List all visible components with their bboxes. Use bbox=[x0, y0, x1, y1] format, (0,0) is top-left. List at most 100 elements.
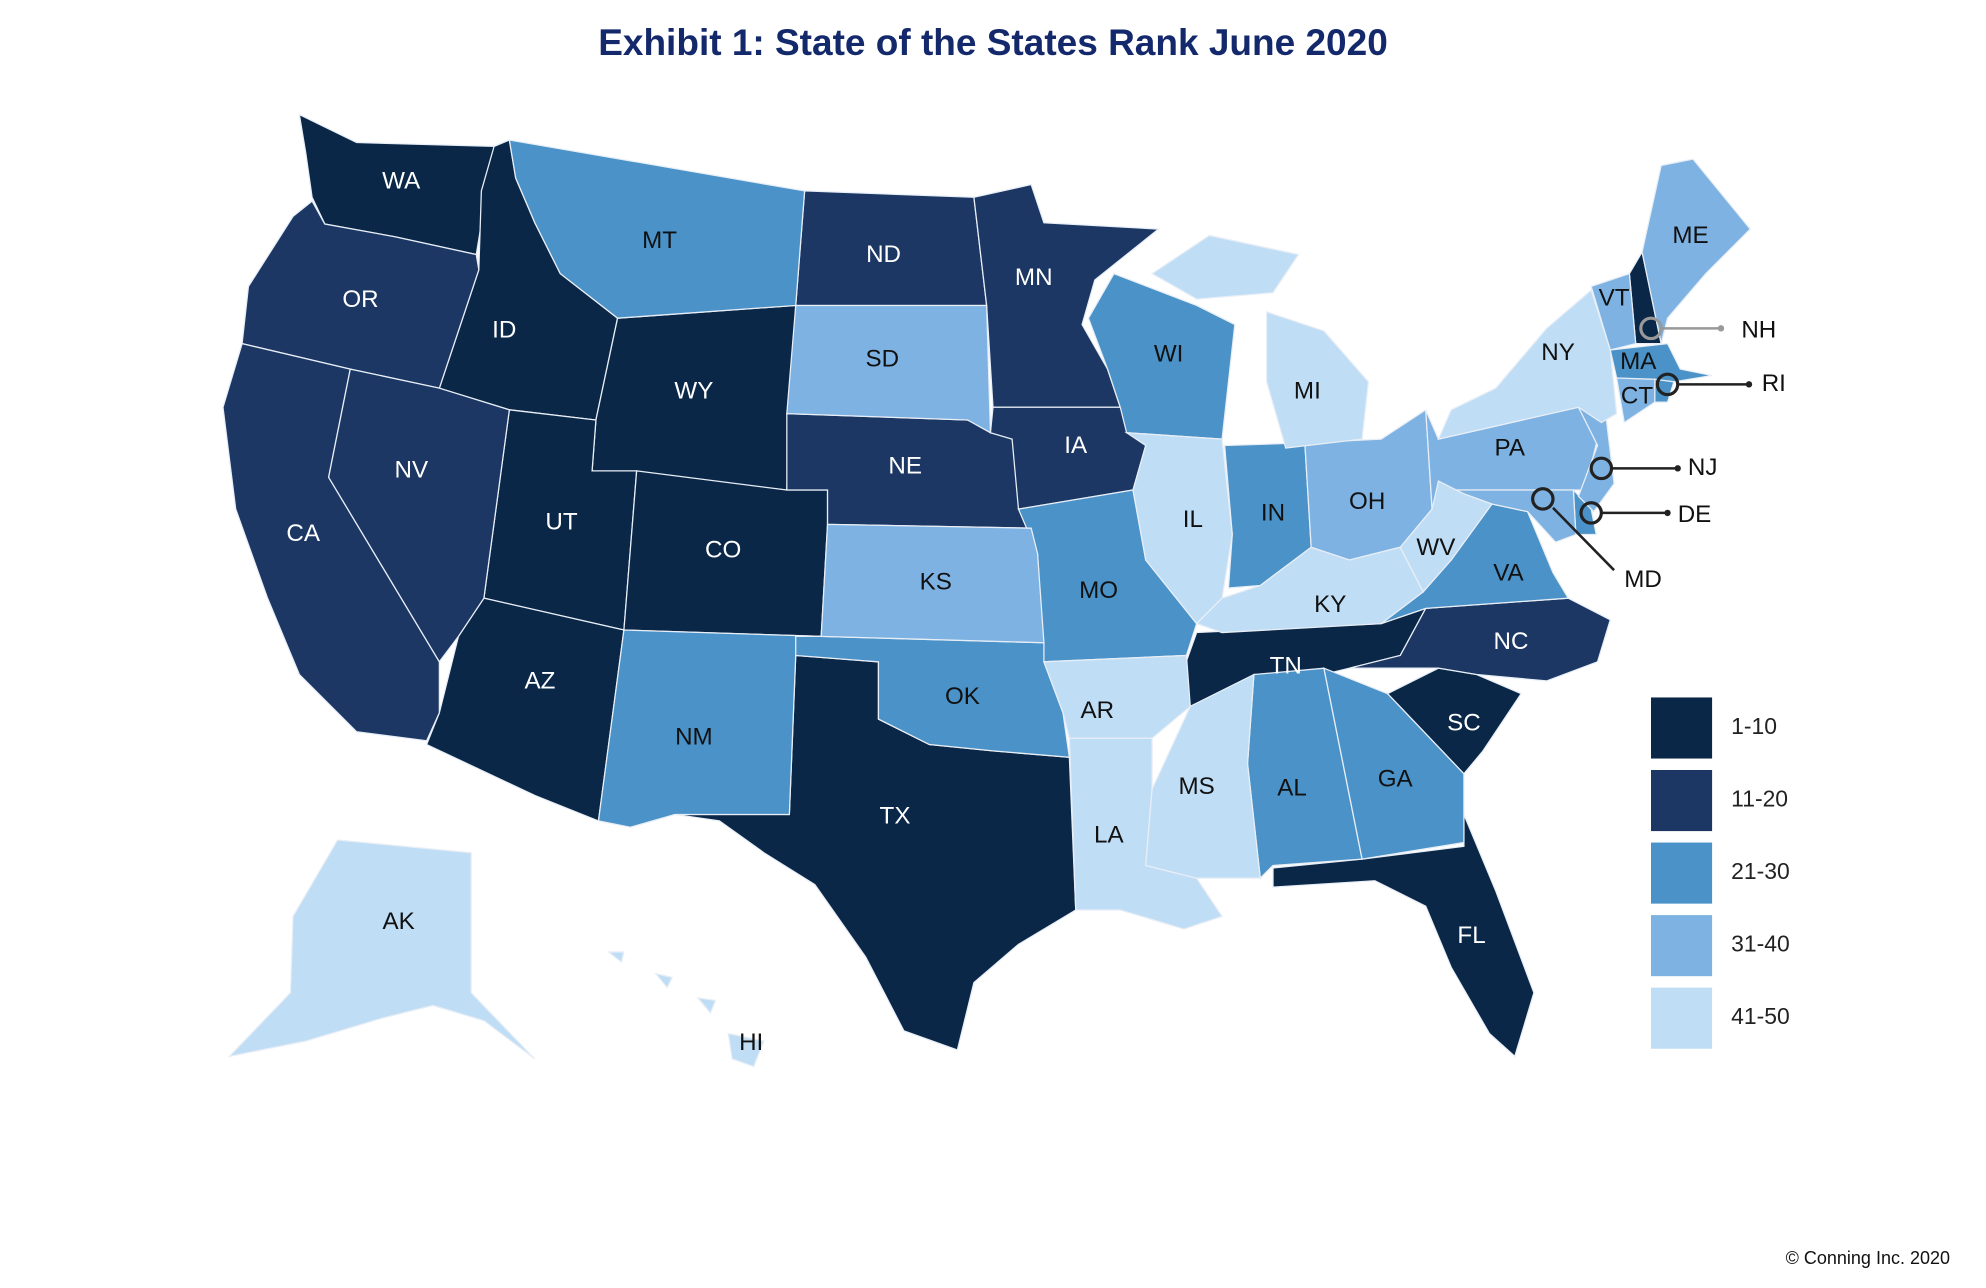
state-label: OK bbox=[945, 683, 980, 710]
callout-ri: RI bbox=[1655, 370, 1786, 397]
state-nc bbox=[1349, 597, 1612, 682]
state-label: CT bbox=[1621, 382, 1653, 409]
state-mt bbox=[508, 139, 806, 319]
state-label: NE bbox=[888, 452, 922, 479]
state-wv bbox=[1399, 480, 1493, 593]
state-ga bbox=[1323, 667, 1465, 860]
state-ak bbox=[227, 839, 536, 1060]
callout-circle bbox=[1579, 501, 1603, 525]
callout-md: MD bbox=[1531, 487, 1662, 593]
callout-nh: NH bbox=[1639, 316, 1776, 343]
callout-circle bbox=[1639, 316, 1663, 341]
state-label: AK bbox=[383, 908, 415, 935]
state-label: NY bbox=[1541, 339, 1575, 366]
state-label: CA bbox=[286, 520, 320, 547]
legend-swatch bbox=[1651, 915, 1713, 977]
state-nv bbox=[327, 368, 511, 663]
state-wi bbox=[1087, 272, 1236, 440]
state-la bbox=[1068, 737, 1224, 930]
state-me bbox=[1641, 158, 1752, 344]
state-ks bbox=[820, 523, 1045, 644]
callout-circle bbox=[1589, 456, 1614, 481]
state-label: MI bbox=[1294, 377, 1321, 404]
state-fl bbox=[1272, 814, 1535, 1058]
state-sd bbox=[786, 304, 992, 434]
callout-nj: NJ bbox=[1589, 454, 1718, 481]
state-label: IA bbox=[1064, 432, 1088, 459]
callout-label: RI bbox=[1762, 370, 1786, 397]
legend-item: 11-20 bbox=[1651, 770, 1788, 832]
callout-label: DE bbox=[1678, 501, 1712, 528]
state-label: FL bbox=[1457, 922, 1485, 949]
copyright: © Conning Inc. 2020 bbox=[1785, 1248, 1950, 1268]
state-label: WV bbox=[1416, 534, 1456, 561]
state-label: CO bbox=[705, 536, 741, 563]
callout-dot bbox=[1674, 465, 1681, 472]
state-label: AR bbox=[1081, 697, 1115, 724]
state-label: MA bbox=[1620, 348, 1657, 375]
state-label: MN bbox=[1015, 264, 1053, 291]
state-label: ID bbox=[492, 316, 516, 343]
legend-swatch bbox=[1651, 842, 1713, 904]
state-label: MS bbox=[1179, 773, 1215, 800]
state-label: KY bbox=[1314, 591, 1346, 618]
state-label: ND bbox=[866, 241, 901, 268]
callout-de: DE bbox=[1579, 501, 1712, 528]
state-label: NV bbox=[395, 456, 429, 483]
state-ky bbox=[1195, 546, 1424, 634]
legend-item: 31-40 bbox=[1651, 915, 1790, 977]
state-hi bbox=[606, 951, 765, 1068]
state-label: OR bbox=[342, 286, 378, 313]
legend-swatch bbox=[1651, 770, 1713, 832]
state-label: SC bbox=[1447, 710, 1481, 737]
state-label: GA bbox=[1378, 766, 1414, 793]
legend-item: 1-10 bbox=[1651, 697, 1777, 759]
legend-label: 31-40 bbox=[1731, 931, 1790, 957]
state-label: WY bbox=[674, 377, 713, 404]
state-label: ME bbox=[1672, 222, 1708, 249]
state-label: NC bbox=[1494, 628, 1529, 655]
legend-label: 11-20 bbox=[1731, 786, 1788, 812]
legend-label: 1-10 bbox=[1731, 713, 1777, 739]
state-label: WA bbox=[382, 167, 421, 194]
state-label: MO bbox=[1079, 577, 1118, 604]
state-label: IN bbox=[1261, 500, 1285, 527]
callout-circle bbox=[1531, 487, 1555, 511]
state-label: TX bbox=[880, 802, 911, 829]
legend-label: 21-30 bbox=[1731, 858, 1790, 884]
state-label: AL bbox=[1277, 774, 1307, 801]
state-ar bbox=[1043, 654, 1191, 739]
legend-swatch bbox=[1651, 697, 1713, 759]
callout-label: MD bbox=[1624, 566, 1662, 593]
legend: 1-10 11-20 21-30 31-40 41-50 bbox=[1651, 697, 1790, 1049]
callout-label: NH bbox=[1741, 316, 1776, 343]
states-layer bbox=[222, 113, 1752, 1068]
state-label: MT bbox=[642, 227, 677, 254]
state-label: HI bbox=[739, 1029, 763, 1056]
callout-line bbox=[1552, 506, 1616, 572]
state-label: IL bbox=[1183, 506, 1203, 533]
callouts-layer: NH DE RI NJ MD bbox=[1531, 316, 1786, 593]
legend-swatch bbox=[1651, 987, 1713, 1049]
callout-circle bbox=[1655, 372, 1680, 397]
state-mn bbox=[973, 183, 1161, 408]
state-ms bbox=[1145, 673, 1261, 879]
callout-dot bbox=[1745, 381, 1753, 388]
state-label: PA bbox=[1495, 435, 1526, 462]
state-label: WI bbox=[1154, 340, 1184, 367]
callout-dot bbox=[1664, 509, 1671, 517]
legend-item: 41-50 bbox=[1651, 987, 1790, 1049]
state-mi bbox=[1150, 234, 1370, 449]
state-label: VA bbox=[1493, 559, 1524, 586]
state-label: TN bbox=[1270, 652, 1302, 679]
state-label: LA bbox=[1094, 822, 1124, 849]
state-labels-layer: WA ID WY UT CO AZ TX TN SC FL OR CA NV ND MN NE IA NC MT WI… bbox=[286, 167, 1708, 1056]
callout-label: NJ bbox=[1688, 454, 1718, 481]
chart-title: Exhibit 1: State of the States Rank June… bbox=[598, 22, 1388, 63]
callout-dot bbox=[1717, 325, 1725, 332]
state-label: VT bbox=[1599, 284, 1630, 311]
state-label: NM bbox=[675, 724, 713, 751]
state-label: OH bbox=[1349, 488, 1385, 515]
legend-item: 21-30 bbox=[1651, 842, 1790, 904]
